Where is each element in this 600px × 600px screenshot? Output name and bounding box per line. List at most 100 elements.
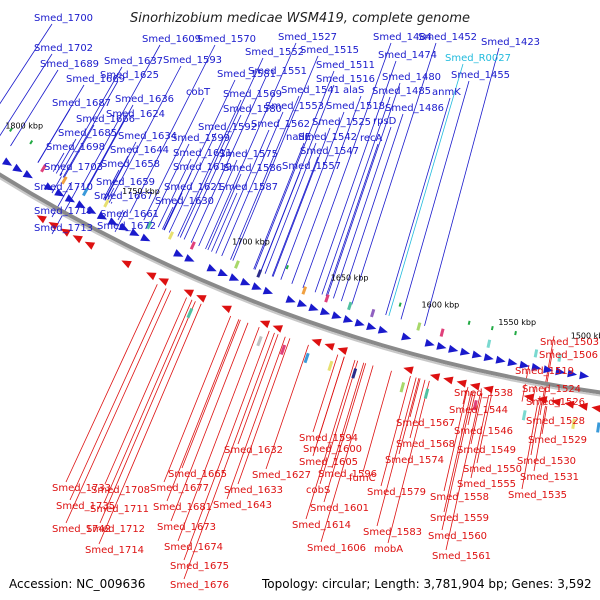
- reverse-gene-label: fumC: [349, 473, 376, 484]
- cog-feature-block: [439, 328, 445, 337]
- reverse-gene-label: Smed_1614: [292, 520, 351, 531]
- reverse-leader-line: [163, 315, 232, 483]
- forward-gene-arrow: [240, 277, 251, 286]
- forward-gene-label: Smed_1624: [106, 109, 165, 120]
- forward-gene-label: Smed_1423: [481, 37, 540, 48]
- forward-gene-label: Smed_1659: [96, 177, 155, 188]
- reverse-gene-label: Smed_1665: [168, 469, 227, 480]
- reverse-leader-line: [470, 393, 483, 445]
- reverse-gene-label: Smed_1503: [540, 337, 599, 348]
- reverse-leader-line: [65, 284, 158, 483]
- reverse-gene-arrow: [60, 228, 71, 237]
- forward-gene-arrow: [531, 363, 542, 371]
- forward-gene-arrow: [567, 369, 578, 378]
- forward-gene-label: Smed_1570: [197, 34, 256, 45]
- forward-gene-label: Smed_1587: [219, 182, 278, 193]
- forward-gene-label: Smed_1713: [34, 223, 93, 234]
- reverse-leader-line: [166, 319, 240, 502]
- reverse-leader-line: [541, 406, 548, 435]
- forward-gene-label: Smed_1609: [142, 34, 201, 45]
- reverse-gene-arrow: [469, 382, 481, 391]
- reverse-gene-label: Smed_1574: [385, 455, 444, 466]
- forward-gene-label: Smed_1636: [115, 94, 174, 105]
- cog-feature-block: [256, 335, 263, 347]
- forward-gene-label: Smed_1667: [94, 191, 153, 202]
- reverse-gene-arrow: [183, 289, 194, 298]
- reverse-gene-label: Smed_1524: [522, 384, 581, 395]
- forward-gene-label: Smed_1484: [373, 32, 432, 43]
- reverse-leader-line: [237, 334, 279, 445]
- reverse-leader-line: [98, 303, 202, 545]
- reverse-gene-arrow: [72, 235, 83, 244]
- backbone-shadow: [0, 177, 600, 397]
- forward-leader-line: [143, 97, 205, 221]
- forward-gene-arrow: [262, 286, 273, 295]
- forward-leader-line: [198, 159, 238, 247]
- reverse-gene-label: Smed_1676: [170, 580, 229, 591]
- forward-leader-line: [333, 126, 392, 299]
- forward-gene-arrow: [495, 355, 506, 364]
- forward-leader-line: [314, 60, 397, 293]
- reverse-gene-label: Smed_1530: [517, 456, 576, 467]
- forward-gene-arrow: [129, 228, 140, 236]
- forward-leader-line: [60, 172, 63, 176]
- forward-gene-label: Smed_1581: [217, 69, 276, 80]
- cog-feature-block: [186, 307, 194, 319]
- forward-gene-label: Smed_1580: [223, 104, 282, 115]
- reverse-leader-line: [476, 395, 492, 464]
- reverse-gene-label: Smed_1528: [526, 416, 585, 427]
- forward-gene-arrow: [296, 299, 308, 307]
- forward-gene-arrow: [424, 338, 435, 347]
- reverse-gene-arrow: [272, 325, 283, 333]
- forward-gene-label: Smed_1486: [385, 103, 444, 114]
- reverse-gene-label: Smed_1561: [432, 551, 491, 562]
- forward-gene-arrow: [483, 353, 494, 361]
- forward-leader-line: [85, 119, 125, 191]
- reverse-leader-line: [104, 297, 187, 485]
- forward-gene-label: Smed_1689: [40, 59, 99, 70]
- reverse-leader-line: [183, 330, 270, 561]
- reverse-leader-line: [462, 389, 467, 405]
- reverse-gene-label: Smed_1632: [224, 445, 283, 456]
- forward-gene-arrow: [96, 211, 108, 220]
- reverse-gene-label: Smed_1538: [454, 388, 513, 399]
- reverse-gene-label: Smed_1627: [252, 470, 311, 481]
- forward-gene-arrow: [43, 182, 54, 191]
- forward-gene-arrow: [331, 311, 342, 319]
- reverse-gene-label: mobA: [374, 544, 403, 555]
- forward-gene-arrow: [75, 200, 86, 209]
- forward-leader-line: [55, 138, 77, 174]
- forward-leader-line: [351, 42, 437, 305]
- forward-gene-label: Smed_1592: [198, 122, 257, 133]
- reverse-leader-line: [376, 377, 417, 527]
- forward-leader-line: [326, 82, 401, 297]
- forward-gene-arrow: [64, 194, 75, 203]
- gc-skew-mark: [398, 302, 402, 307]
- forward-gene-arrow: [54, 188, 65, 197]
- reverse-leader-line: [331, 362, 365, 469]
- reverse-leader-line: [237, 338, 291, 485]
- gc-skew-mark: [490, 325, 494, 331]
- gc-skew-mark: [29, 140, 34, 145]
- forward-gene-label: Smed_1541: [281, 85, 340, 96]
- forward-gene-label: Smed_1474: [378, 50, 437, 61]
- cog-feature-block: [370, 308, 376, 318]
- forward-gene-label: Smed_1575: [219, 149, 278, 160]
- forward-leader-line: [230, 95, 300, 260]
- forward-gene-label: Smed_1669: [66, 74, 125, 85]
- forward-gene-label: Smed_1525: [312, 117, 371, 128]
- forward-leader-line: [163, 172, 192, 231]
- reverse-gene-label: Smed_1594: [299, 433, 358, 444]
- reverse-leader-line: [409, 378, 421, 418]
- reverse-gene-label: Smed_1735: [56, 501, 115, 512]
- forward-gene-label: Smed_1625: [100, 70, 159, 81]
- forward-gene-label: Smed_1702: [34, 43, 93, 54]
- forward-leader-line: [157, 158, 192, 228]
- forward-leader-line: [52, 152, 65, 172]
- reverse-gene-label: Smed_1675: [170, 561, 229, 572]
- forward-gene-arrow: [366, 322, 377, 330]
- forward-gene-label: Smed_1551: [248, 66, 307, 77]
- forward-gene-label: Smed_1719: [34, 206, 93, 217]
- reverse-gene-label: Smed_1708: [91, 485, 150, 496]
- forward-gene-label: Smed_1634: [118, 131, 177, 142]
